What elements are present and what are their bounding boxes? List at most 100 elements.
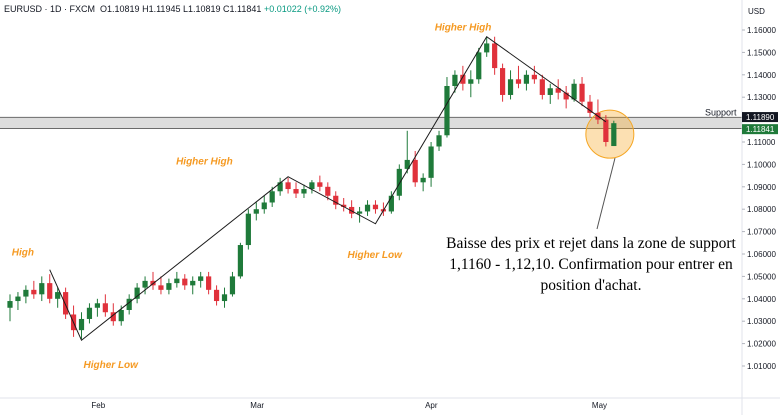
candle[interactable]: [603, 115, 609, 147]
candle[interactable]: [301, 184, 307, 198]
candle[interactable]: [468, 70, 474, 98]
candle[interactable]: [333, 191, 339, 210]
candle[interactable]: [420, 173, 426, 192]
candle[interactable]: [182, 274, 188, 290]
x-tick-label: Apr: [425, 401, 438, 410]
chart-header: EURUSD · 1D · FXCM O1.10819 H1.11945 L1.…: [4, 4, 341, 14]
candle[interactable]: [547, 83, 553, 104]
candle[interactable]: [587, 94, 593, 118]
candle[interactable]: [317, 175, 323, 192]
low-value: L1.10819: [182, 4, 221, 14]
candle-body: [539, 79, 545, 95]
swing-label: Higher Low: [347, 250, 403, 261]
candle[interactable]: [94, 298, 100, 317]
candle[interactable]: [158, 276, 164, 295]
candle[interactable]: [539, 74, 545, 100]
candle[interactable]: [563, 86, 569, 109]
candle-body: [245, 213, 251, 246]
candle[interactable]: [221, 287, 228, 308]
candle[interactable]: [444, 77, 450, 138]
candle[interactable]: [396, 164, 402, 201]
y-tick-label: 1.08000: [747, 205, 776, 214]
candle-body: [484, 43, 490, 53]
candle[interactable]: [150, 271, 156, 290]
candle[interactable]: [460, 65, 466, 91]
candle[interactable]: [245, 209, 251, 250]
candle[interactable]: [428, 142, 434, 187]
candle[interactable]: [285, 177, 291, 194]
candle[interactable]: [579, 77, 585, 107]
candle[interactable]: [293, 182, 299, 198]
candle[interactable]: [261, 195, 267, 214]
candle-body: [364, 204, 371, 212]
price-tag-text: 1.11841: [746, 125, 775, 134]
candle[interactable]: [476, 47, 482, 84]
candle-body: [277, 182, 283, 192]
candle-body: [142, 280, 148, 288]
candle[interactable]: [39, 276, 45, 302]
candle[interactable]: [531, 65, 537, 84]
candle[interactable]: [63, 287, 69, 319]
candle-body: [420, 177, 426, 183]
candle[interactable]: [126, 294, 132, 315]
candle[interactable]: [55, 287, 61, 308]
candle[interactable]: [229, 271, 236, 297]
candle[interactable]: [253, 202, 259, 221]
candle[interactable]: [213, 285, 220, 306]
callout-pointer: [596, 158, 616, 230]
candle[interactable]: [388, 191, 394, 214]
candle[interactable]: [555, 79, 561, 100]
candle[interactable]: [134, 283, 140, 304]
candle-body: [206, 276, 212, 290]
candle-body: [587, 101, 593, 113]
candle[interactable]: [269, 186, 275, 207]
candle[interactable]: [70, 305, 77, 337]
y-tick-label: 1.02000: [747, 340, 776, 349]
candle[interactable]: [611, 120, 617, 147]
candle[interactable]: [492, 36, 498, 75]
candle[interactable]: [174, 271, 180, 288]
candle[interactable]: [349, 200, 355, 219]
candle-body: [428, 146, 434, 178]
support-zone: [0, 117, 742, 129]
candle[interactable]: [404, 130, 410, 174]
x-tick-label: Feb: [91, 401, 105, 410]
candle[interactable]: [142, 276, 148, 295]
candle[interactable]: [452, 70, 458, 93]
candle-body: [78, 318, 85, 331]
candle[interactable]: [523, 70, 530, 91]
candle[interactable]: [507, 70, 514, 100]
candle-body: [547, 88, 553, 95]
candle[interactable]: [206, 271, 212, 295]
candle[interactable]: [364, 200, 371, 216]
candle[interactable]: [484, 36, 490, 57]
candle[interactable]: [102, 294, 108, 317]
candle[interactable]: [31, 280, 37, 299]
candle[interactable]: [372, 200, 379, 214]
candle[interactable]: [499, 63, 506, 102]
candle[interactable]: [190, 276, 196, 295]
candle[interactable]: [15, 292, 21, 310]
candle[interactable]: [341, 198, 347, 212]
candle[interactable]: [325, 182, 331, 201]
candle[interactable]: [309, 180, 315, 194]
candle-body: [174, 278, 180, 284]
candle[interactable]: [198, 271, 204, 288]
candle[interactable]: [166, 278, 172, 295]
candle[interactable]: [23, 285, 29, 304]
y-tick-label: 1.13000: [747, 93, 776, 102]
candle[interactable]: [436, 130, 442, 151]
candle[interactable]: [571, 79, 577, 102]
x-tick-label: May: [592, 401, 607, 410]
candle[interactable]: [47, 274, 53, 304]
candle[interactable]: [7, 294, 13, 322]
candle[interactable]: [237, 242, 244, 279]
candle[interactable]: [86, 303, 93, 324]
candle-body: [39, 283, 45, 295]
candle[interactable]: [78, 312, 85, 340]
candle[interactable]: [277, 177, 283, 196]
candle-body: [110, 312, 116, 322]
candle[interactable]: [515, 65, 522, 89]
y-tick-label: 1.15000: [747, 48, 776, 57]
